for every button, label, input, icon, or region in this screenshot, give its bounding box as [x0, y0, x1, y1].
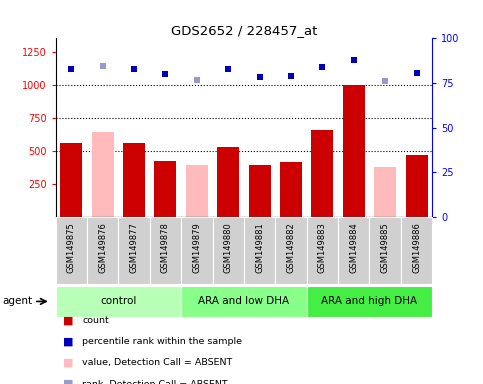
Bar — [56, 217, 87, 284]
Bar — [312, 130, 333, 217]
Bar — [275, 217, 307, 284]
Bar — [150, 217, 181, 284]
Bar — [374, 167, 396, 217]
Bar — [60, 143, 82, 217]
Bar — [249, 166, 270, 217]
Bar — [155, 161, 176, 217]
Point — [193, 77, 201, 83]
Text: GSM149875: GSM149875 — [67, 222, 76, 273]
Text: control: control — [100, 296, 137, 306]
Bar — [406, 156, 427, 217]
Bar — [118, 217, 150, 284]
Point — [68, 66, 75, 72]
Text: value, Detection Call = ABSENT: value, Detection Call = ABSENT — [82, 358, 232, 367]
Point — [99, 63, 107, 69]
Text: percentile rank within the sample: percentile rank within the sample — [82, 337, 242, 346]
Bar — [123, 143, 145, 217]
Point — [382, 78, 389, 84]
Bar — [307, 217, 338, 284]
Text: GSM149880: GSM149880 — [224, 222, 233, 273]
Bar — [213, 217, 244, 284]
Text: GSM149879: GSM149879 — [192, 222, 201, 273]
Text: ■: ■ — [63, 358, 73, 368]
Text: ■: ■ — [63, 379, 73, 384]
Point — [161, 71, 170, 77]
Text: GSM149876: GSM149876 — [98, 222, 107, 273]
Text: ARA and low DHA: ARA and low DHA — [199, 296, 289, 306]
Text: GSM149877: GSM149877 — [129, 222, 139, 273]
Bar — [181, 217, 213, 284]
Text: rank, Detection Call = ABSENT: rank, Detection Call = ABSENT — [82, 379, 228, 384]
Text: GSM149886: GSM149886 — [412, 222, 421, 273]
Text: GSM149884: GSM149884 — [349, 222, 358, 273]
Text: GSM149881: GSM149881 — [255, 222, 264, 273]
Bar — [181, 286, 307, 317]
Point — [256, 74, 264, 80]
Text: count: count — [82, 316, 109, 325]
Bar — [186, 166, 208, 217]
Text: GSM149885: GSM149885 — [381, 222, 390, 273]
Point — [319, 65, 327, 71]
Bar — [92, 132, 114, 217]
Text: ■: ■ — [63, 337, 73, 347]
Bar — [401, 217, 432, 284]
Text: ■: ■ — [63, 316, 73, 326]
Bar — [369, 217, 401, 284]
Bar — [307, 286, 432, 317]
Point — [412, 70, 420, 76]
Title: GDS2652 / 228457_at: GDS2652 / 228457_at — [170, 24, 317, 37]
Bar — [280, 162, 302, 217]
Bar — [343, 85, 365, 217]
Point — [287, 73, 295, 79]
Text: GSM149882: GSM149882 — [286, 222, 296, 273]
Point — [130, 66, 138, 72]
Bar — [338, 217, 369, 284]
Text: agent: agent — [2, 296, 32, 306]
Text: GSM149883: GSM149883 — [318, 222, 327, 273]
Text: ARA and high DHA: ARA and high DHA — [321, 296, 418, 306]
Text: GSM149878: GSM149878 — [161, 222, 170, 273]
Bar — [217, 147, 239, 217]
Bar — [56, 286, 181, 317]
Bar — [244, 217, 275, 284]
Point — [224, 66, 232, 72]
Bar — [87, 217, 118, 284]
Point — [350, 56, 357, 63]
